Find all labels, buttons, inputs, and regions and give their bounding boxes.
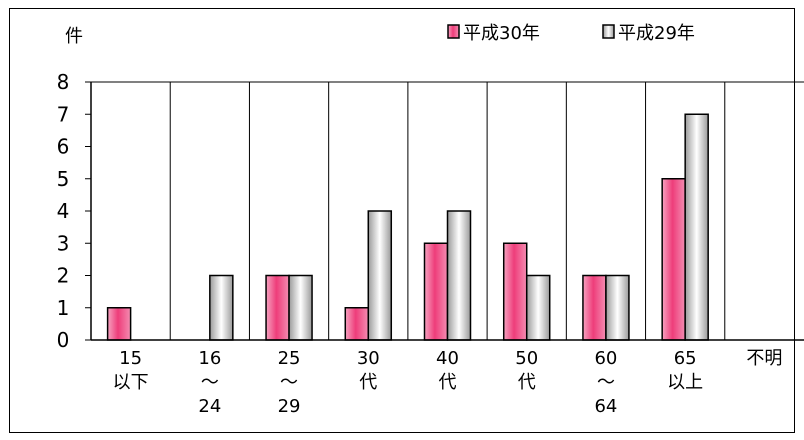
x-tick-label: 40 — [436, 348, 459, 369]
x-tick-label: 64 — [594, 396, 617, 417]
x-tick-label: 24 — [198, 396, 221, 417]
x-tick-label: ～ — [201, 372, 219, 393]
x-tick-label: ～ — [280, 372, 298, 393]
bar-series-1-2 — [288, 274, 313, 341]
y-tick-label: 5 — [57, 167, 70, 191]
x-axis: 15 以下 16 ～ 24 25 ～ 29 30 代 40 代 50 代 60 ～ 64 65 以上 不明 — [91, 339, 804, 417]
bar-series-1-1 — [209, 274, 234, 341]
legend-label-0: 平成30年 — [463, 23, 540, 44]
bar-series-0-4 — [423, 242, 449, 341]
bar-series-1-7 — [684, 113, 709, 341]
x-tick-label: 50 — [515, 348, 538, 369]
x-tick-label: 以下 — [113, 372, 149, 393]
y-unit-label: 件 — [65, 26, 83, 47]
bar-series-1-3 — [367, 210, 393, 341]
x-tick-label: 以上 — [667, 372, 703, 393]
x-tick-label: 代 — [518, 372, 536, 393]
y-tick-label: 3 — [57, 231, 70, 255]
legend-swatch-0 — [447, 24, 460, 39]
x-tick-label: 16 — [198, 348, 221, 369]
y-tick-label: 0 — [57, 328, 70, 352]
bar-series-1-6 — [605, 274, 630, 341]
y-tick-label: 6 — [57, 135, 70, 159]
y-tick-label: 8 — [57, 70, 70, 94]
y-tick-label: 2 — [57, 264, 70, 288]
x-tick-label: 15 — [119, 348, 142, 369]
x-tick-label: 29 — [278, 396, 301, 417]
bar-series-0-0 — [106, 307, 132, 341]
x-tick-label: 30 — [357, 348, 380, 369]
bar-series-0-6 — [582, 274, 607, 341]
x-tick-label: 60 — [594, 348, 617, 369]
x-tick-label: ～ — [597, 372, 615, 393]
x-tick-label: 25 — [278, 348, 301, 369]
bar-series-1-4 — [446, 210, 472, 341]
x-tick-label: 65 — [674, 348, 697, 369]
legend-swatch-1 — [602, 24, 615, 39]
y-tick-label: 4 — [57, 199, 70, 223]
y-tick-label: 1 — [57, 296, 70, 320]
legend-label-1: 平成29年 — [618, 23, 695, 44]
y-tick-label: 7 — [57, 102, 70, 126]
y-axis: 0 1 2 3 4 5 6 7 8 — [57, 70, 92, 352]
x-tick-label: 代 — [359, 372, 377, 393]
bar-series-0-7 — [661, 178, 686, 341]
bar-series-0-3 — [344, 307, 370, 341]
x-tick-label: 不明 — [746, 348, 782, 369]
bar-series-0-2 — [265, 274, 290, 341]
legend: 平成30年 平成29年 — [447, 23, 695, 44]
x-tick-label: 代 — [439, 372, 457, 393]
bar-series-1-5 — [525, 274, 551, 341]
bar-series-0-5 — [502, 242, 528, 341]
